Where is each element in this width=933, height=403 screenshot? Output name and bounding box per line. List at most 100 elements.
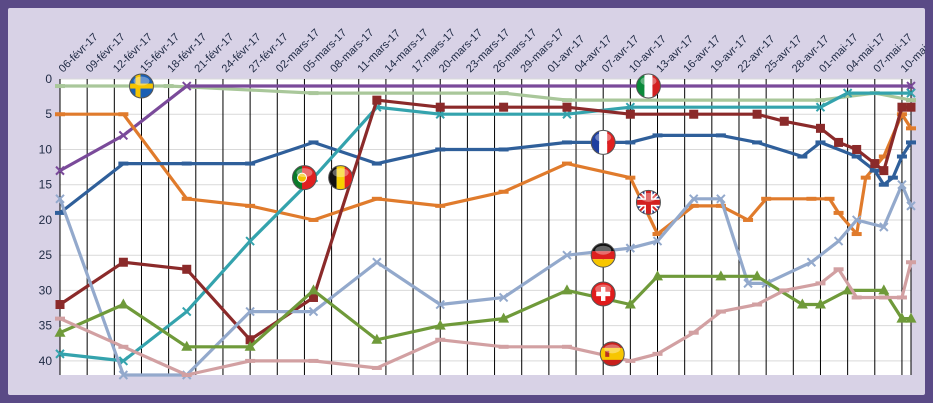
data-point xyxy=(806,257,817,267)
data-point xyxy=(498,292,509,303)
data-point xyxy=(118,257,128,267)
data-point xyxy=(624,298,636,309)
data-point xyxy=(498,312,510,323)
data-point xyxy=(906,102,916,112)
data-point xyxy=(625,109,635,119)
y-tick-label: 30 xyxy=(39,283,53,297)
data-point xyxy=(561,344,572,349)
data-point xyxy=(688,203,699,208)
data-point xyxy=(625,358,636,363)
flag-ring xyxy=(635,73,661,99)
data-point xyxy=(561,140,572,145)
data-point xyxy=(245,306,255,317)
data-point xyxy=(761,196,772,201)
data-point xyxy=(897,180,907,190)
data-point xyxy=(561,161,572,166)
data-point xyxy=(245,358,256,363)
france-flag-icon xyxy=(591,130,616,155)
data-point xyxy=(245,236,255,246)
data-point xyxy=(851,215,862,225)
chart-panel: 06-févr-17 09-févr-17 12-févr-17 15-févr-17… xyxy=(8,8,925,395)
y-tick-label: 35 xyxy=(39,319,53,333)
data-point xyxy=(715,133,726,138)
data-point xyxy=(751,270,763,281)
data-point xyxy=(55,112,65,117)
flag-ring xyxy=(128,73,154,99)
data-point xyxy=(371,365,382,370)
data-point xyxy=(842,284,854,295)
data-point xyxy=(869,168,880,173)
portugal-flag-icon xyxy=(292,165,317,190)
data-point xyxy=(906,201,916,211)
data-point xyxy=(715,309,726,314)
data-point xyxy=(562,250,572,260)
data-point xyxy=(652,232,663,237)
data-point xyxy=(906,260,916,265)
data-point xyxy=(498,189,509,194)
data-point xyxy=(887,175,898,180)
data-point xyxy=(181,196,192,201)
y-tick-label: 25 xyxy=(39,248,53,262)
data-point xyxy=(118,130,129,141)
data-point xyxy=(860,175,871,180)
data-point xyxy=(906,98,916,103)
flag-gloss xyxy=(595,284,612,294)
data-point xyxy=(244,340,256,351)
data-point xyxy=(870,159,880,169)
flag-ring xyxy=(590,281,616,307)
data-point xyxy=(689,194,699,204)
data-point xyxy=(498,91,509,96)
data-point xyxy=(54,326,66,337)
data-point xyxy=(815,281,826,286)
data-point xyxy=(434,319,446,330)
data-point xyxy=(752,109,762,119)
data-point xyxy=(118,112,129,117)
sweden-flag-icon xyxy=(129,74,154,99)
data-point xyxy=(117,298,129,309)
data-point xyxy=(245,335,255,345)
data-point xyxy=(498,344,509,349)
data-point xyxy=(181,161,192,166)
data-point xyxy=(879,166,889,176)
data-point xyxy=(55,84,65,89)
data-point xyxy=(625,175,636,180)
data-point xyxy=(851,232,862,237)
flag-gloss xyxy=(640,76,657,86)
data-point xyxy=(879,222,889,232)
y-tick-label: 40 xyxy=(39,354,53,368)
data-point xyxy=(896,295,907,300)
data-point xyxy=(652,270,664,281)
flag-ring xyxy=(291,165,317,191)
data-point xyxy=(435,337,446,342)
flag-gloss xyxy=(640,192,657,202)
data-point xyxy=(372,257,382,267)
data-point xyxy=(181,340,193,351)
data-point xyxy=(118,161,129,166)
data-point xyxy=(55,349,65,359)
data-point xyxy=(435,102,445,112)
data-point xyxy=(815,98,826,103)
germany-flag-icon xyxy=(591,243,616,268)
data-point xyxy=(833,267,844,272)
data-point xyxy=(806,196,817,201)
y-tick-label: 20 xyxy=(39,213,53,227)
flag-ring xyxy=(635,189,661,215)
data-point xyxy=(625,243,636,253)
y-tick-label: 0 xyxy=(45,72,52,86)
data-point xyxy=(371,196,382,201)
flag-ring xyxy=(599,341,625,367)
switzerland-flag-icon xyxy=(591,281,616,306)
data-point xyxy=(308,306,319,317)
data-point xyxy=(743,278,753,289)
spain-flag-icon xyxy=(600,341,625,366)
y-tick-label: 15 xyxy=(39,178,53,192)
data-point xyxy=(878,284,890,295)
data-point xyxy=(688,330,699,335)
flag-gloss xyxy=(604,344,621,354)
data-point xyxy=(878,154,889,159)
data-point xyxy=(118,344,129,349)
data-point xyxy=(307,284,319,295)
data-point xyxy=(752,302,763,307)
data-point xyxy=(815,140,826,145)
data-point xyxy=(824,196,835,201)
